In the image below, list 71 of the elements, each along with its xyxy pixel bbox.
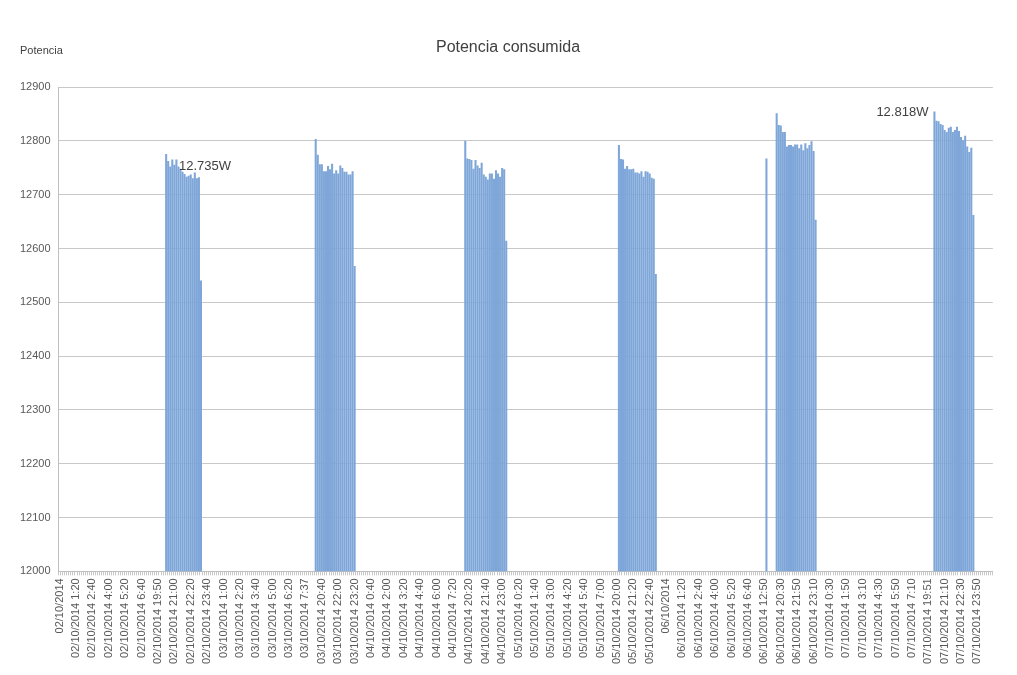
y-tick-label: 12100 <box>19 510 51 523</box>
x-tick-label: 07/10/2014 1:50 <box>839 578 852 658</box>
x-tick-label: 02/10/2014 22:20 <box>183 578 196 664</box>
x-tick-label: 05/10/2014 7:00 <box>593 578 606 658</box>
annotation: 12.735W <box>178 158 232 174</box>
x-tick-label: 07/10/2014 0:30 <box>822 578 835 658</box>
x-tick-label: 06/10/2014 2:40 <box>691 578 704 658</box>
x-tick-label: 07/10/2014 21:10 <box>937 578 950 664</box>
x-tick-label: 06/10/2014 20:30 <box>773 578 786 664</box>
chart-title: Potencia consumida <box>435 38 581 56</box>
annotation: 12.818W <box>876 103 930 119</box>
x-tick-label: 06/10/2014 23:10 <box>806 578 819 664</box>
x-tick-label: 05/10/2014 21:20 <box>626 578 639 664</box>
x-tick-label: 05/10/2014 4:20 <box>560 578 573 658</box>
x-tick-label: 05/10/2014 1:40 <box>527 578 540 658</box>
y-tick-label: 12000 <box>19 564 51 577</box>
x-tick-label: 03/10/2014 20:40 <box>314 578 327 664</box>
x-tick-label: 04/10/2014 4:40 <box>413 578 426 658</box>
x-tick-label: 04/10/2014 2:00 <box>380 578 393 658</box>
x-tick-label: 06/10/2014 1:20 <box>675 578 688 658</box>
x-tick-label: 03/10/2014 3:40 <box>249 578 262 658</box>
x-tick-label: 06/10/2014 5:20 <box>724 578 737 658</box>
y-tick-label: 12200 <box>19 456 51 469</box>
y-tick-label: 12700 <box>19 187 51 200</box>
x-tick-label: 07/10/2014 5:50 <box>888 578 901 658</box>
x-tick-label: 06/10/2014 4:00 <box>708 578 721 658</box>
x-tick-label: 05/10/2014 20:00 <box>609 578 622 664</box>
x-tick-label: 02/10/2014 21:00 <box>167 578 180 664</box>
x-tick-label: 04/10/2014 3:20 <box>396 578 409 658</box>
x-tick-label: 02/10/2014 2:40 <box>85 578 98 658</box>
x-tick-label: 03/10/2014 2:20 <box>232 578 245 658</box>
x-tick-label: 06/10/2014 21:50 <box>790 578 803 664</box>
y-tick-label: 12300 <box>19 403 51 416</box>
y-tick-label: 12400 <box>19 349 51 362</box>
x-tick-label: 06/10/2014 6:40 <box>741 578 754 658</box>
x-tick-label: 04/10/2014 23:00 <box>495 578 508 664</box>
y-tick-label: 12600 <box>19 241 51 254</box>
x-tick-label: 02/10/2014 5:20 <box>118 578 131 658</box>
x-tick-label: 07/10/2014 7:10 <box>904 578 917 658</box>
x-tick-label: 03/10/2014 23:20 <box>347 578 360 664</box>
x-tick-label: 05/10/2014 5:40 <box>577 578 590 658</box>
y-tick-label: 12900 <box>19 80 51 93</box>
x-tick-label: 07/10/2014 4:30 <box>872 578 885 658</box>
x-tick-label: 02/10/2014 19:50 <box>150 578 163 664</box>
x-tick-label: 02/10/2014 <box>52 578 65 634</box>
y-axis-title: Potencia <box>20 44 64 57</box>
x-tick-label: 03/10/2014 5:00 <box>265 578 278 658</box>
x-tick-label: 07/10/2014 23:50 <box>970 578 983 664</box>
x-tick-label: 06/10/2014 12:50 <box>757 578 770 664</box>
x-tick-label: 02/10/2014 4:00 <box>101 578 114 658</box>
x-tick-label: 07/10/2014 19:51 <box>921 578 934 664</box>
x-tick-label: 04/10/2014 6:00 <box>429 578 442 658</box>
x-tick-label: 03/10/2014 6:20 <box>282 578 295 658</box>
x-tick-label: 05/10/2014 3:00 <box>544 578 557 658</box>
x-tick-label: 06/10/2014 <box>659 578 672 634</box>
x-tick-label: 05/10/2014 0:20 <box>511 578 524 658</box>
y-tick-label: 12800 <box>19 134 51 147</box>
x-tick-label: 04/10/2014 0:40 <box>364 578 377 658</box>
x-tick-label: 05/10/2014 22:40 <box>642 578 655 664</box>
x-tick-label: 07/10/2014 22:30 <box>954 578 967 664</box>
y-tick-label: 12500 <box>19 295 51 308</box>
x-tick-label: 02/10/2014 23:40 <box>200 578 213 664</box>
x-tick-label: 03/10/2014 22:00 <box>331 578 344 664</box>
x-tick-label: 02/10/2014 6:40 <box>134 578 147 658</box>
x-tick-label: 07/10/2014 3:10 <box>855 578 868 658</box>
x-tick-label: 04/10/2014 20:20 <box>462 578 475 664</box>
x-tick-label: 03/10/2014 7:37 <box>298 578 311 658</box>
x-tick-label: 02/10/2014 1:20 <box>69 578 82 658</box>
x-tick-label: 03/10/2014 1:00 <box>216 578 229 658</box>
x-tick-label: 04/10/2014 21:40 <box>478 578 491 664</box>
x-tick-label: 04/10/2014 7:20 <box>446 578 458 658</box>
